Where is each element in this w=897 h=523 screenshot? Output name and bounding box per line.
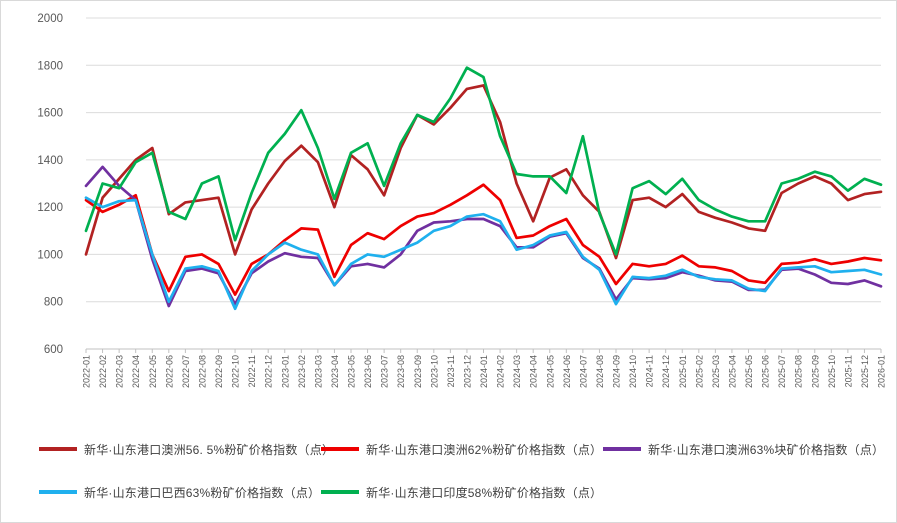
x-axis-tick-label: 2024-06	[562, 355, 572, 388]
x-axis-tick-label: 2025-03	[711, 355, 721, 388]
x-axis-tick-label: 2022-09	[214, 355, 224, 388]
x-axis-tick-label: 2022-07	[181, 355, 191, 388]
x-axis-tick-label: 2023-04	[330, 355, 340, 388]
x-axis-tick-label: 2025-05	[744, 355, 754, 388]
legend-item-au-56-5-fines: 新华·山东港口澳洲56. 5%粉矿价格指数（点）	[39, 441, 334, 457]
x-axis-tick-label: 2024-01	[479, 355, 489, 388]
legend-swatch-red	[321, 447, 359, 451]
price-index-line-chart: 600 800 1000 1200 1400 1600 1800 2000 2022-01 202…	[37, 13, 887, 388]
legend-swatch-purple	[603, 447, 641, 451]
x-axis-tick-label: 2025-07	[777, 355, 787, 388]
y-axis-tick-label: 1200	[37, 202, 63, 214]
y-axis-tick-label: 1800	[37, 60, 63, 72]
x-axis-tick-label: 2022-01	[82, 355, 92, 388]
series-line	[84, 165, 883, 308]
x-axis-tick-label: 2024-07	[578, 355, 588, 388]
x-axis-tick-label: 2025-04	[727, 355, 737, 388]
chart-legend: 新华·山东港口澳洲56. 5%粉矿价格指数（点） 新华·山东港口澳洲62%粉矿价…	[39, 441, 884, 500]
y-axis-tick-label: 1600	[37, 108, 63, 120]
x-axis-tick-label: 2024-03	[512, 355, 522, 388]
x-axis-tick-label: 2025-08	[794, 355, 804, 388]
x-axis-tick-label: 2026-01	[877, 355, 887, 388]
legend-item-br-63-fines: 新华·山东港口巴西63%粉矿价格指数（点）	[39, 484, 321, 500]
x-axis-tick-label: 2023-12	[462, 355, 472, 388]
x-axis-tick-label: 2023-05	[347, 355, 357, 388]
x-axis-tick-label: 2022-11	[247, 355, 257, 387]
x-axis-tick-label: 2022-08	[197, 355, 207, 388]
y-axis-tick-label: 600	[44, 344, 63, 356]
legend-item-in-58-fines: 新华·山东港口印度58%粉矿价格指数（点）	[321, 484, 603, 500]
x-axis-tick-label: 2023-03	[313, 355, 323, 388]
x-axis-tick-label: 2025-06	[761, 355, 771, 388]
legend-item-au-63-lump: 新华·山东港口澳洲63%块矿价格指数（点）	[603, 441, 884, 457]
x-axis-tick-label: 2023-10	[429, 355, 439, 388]
x-axis-tick-label: 2022-10	[231, 355, 241, 388]
x-axis-tick-label: 2025-12	[860, 355, 870, 388]
y-axis-tick-label: 2000	[37, 13, 63, 25]
legend-label: 新华·山东港口澳洲63%块矿价格指数（点）	[648, 442, 885, 457]
x-axis-tick-label: 2025-10	[827, 355, 837, 388]
x-axis-tick-label: 2023-09	[413, 355, 423, 388]
plot-area: 600 800 1000 1200 1400 1600 1800 2000 2022-01 202…	[1, 1, 896, 418]
x-axis-tick-label: 2024-08	[595, 355, 605, 388]
legend-swatch-cyan	[39, 490, 77, 494]
x-axis-tick-label: 2023-08	[396, 355, 406, 388]
x-axis-tick-label: 2024-10	[628, 355, 638, 388]
x-axis-tick-label: 2025-02	[694, 355, 704, 388]
x-axis-tick-label: 2023-01	[280, 355, 290, 388]
legend-swatch-dark-red	[39, 447, 77, 451]
x-axis-tick-label: 2025-01	[678, 355, 688, 388]
x-axis-tick-label: 2024-12	[661, 355, 671, 388]
legend-label: 新华·山东港口澳洲56. 5%粉矿价格指数（点）	[84, 442, 335, 457]
x-axis-tick-label: 2022-05	[148, 355, 158, 388]
x-axis-tick-label: 2025-11	[843, 355, 853, 387]
x-axis-tick-label: 2022-06	[164, 355, 174, 388]
legend-label: 新华·山东港口巴西63%粉矿价格指数（点）	[84, 485, 321, 500]
x-axis-tick-label: 2023-06	[363, 355, 373, 388]
y-axis-tick-label: 1400	[37, 155, 63, 167]
series-line	[84, 84, 883, 260]
legend-item-au-62-fines: 新华·山东港口澳洲62%粉矿价格指数（点）	[321, 441, 603, 457]
x-axis-tick-label: 2022-02	[98, 355, 108, 388]
legend-swatch-green	[321, 490, 359, 494]
x-axis-tick-label: 2024-11	[645, 355, 655, 387]
x-axis-tick-label: 2022-03	[115, 355, 125, 388]
legend-label: 新华·山东港口澳洲62%粉矿价格指数（点）	[366, 442, 603, 457]
x-axis-tick-label: 2023-07	[380, 355, 390, 388]
x-axis-tick-label: 2024-05	[545, 355, 555, 388]
x-axis-tick-label: 2023-02	[297, 355, 307, 388]
legend-label: 新华·山东港口印度58%粉矿价格指数（点）	[366, 485, 603, 500]
series-line	[84, 196, 883, 311]
x-axis-tick-label: 2023-11	[446, 355, 456, 387]
series-line	[84, 66, 883, 256]
x-axis-tick-label: 2025-09	[810, 355, 820, 388]
x-axis-tick-label: 2024-02	[496, 355, 506, 388]
series-line	[84, 183, 883, 296]
x-axis-tick-label: 2022-12	[264, 355, 274, 388]
y-axis-tick-label: 1000	[37, 249, 63, 261]
x-axis-tick-label: 2024-04	[529, 355, 539, 388]
x-axis-tick-label: 2024-09	[612, 355, 622, 388]
x-axis-tick-label: 2022-04	[131, 355, 141, 388]
y-axis-tick-label: 800	[44, 297, 63, 309]
